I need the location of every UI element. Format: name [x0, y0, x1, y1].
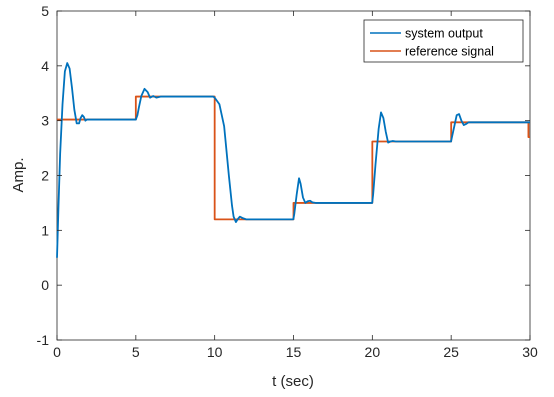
- y-tick-label: 1: [41, 222, 49, 238]
- x-tick-label: 30: [522, 344, 538, 360]
- x-tick-label: 25: [443, 344, 459, 360]
- legend-box: [363, 19, 524, 63]
- y-tick-label: 3: [41, 113, 49, 129]
- x-tick-label: 0: [53, 344, 61, 360]
- legend: system output reference signal: [363, 19, 524, 63]
- x-tick-label: 20: [365, 344, 381, 360]
- y-tick-label: -1: [37, 332, 50, 348]
- series-layer: [56, 62, 530, 258]
- y-tick-label: 0: [41, 277, 49, 293]
- x-tick-label: 10: [207, 344, 223, 360]
- y-tick-label: 2: [41, 168, 49, 184]
- x-tick-label: 15: [286, 344, 302, 360]
- plot-area: [56, 10, 531, 341]
- series-line-system-output: [56, 62, 530, 258]
- legend-label-system-output: system output: [405, 27, 483, 41]
- legend-label-reference-signal: reference signal: [405, 45, 494, 59]
- y-tick-label: 5: [41, 3, 49, 19]
- y-axis-label: Amp.: [10, 157, 27, 192]
- x-tick-label: 5: [132, 344, 140, 360]
- x-axis-label: t (sec): [272, 373, 314, 390]
- y-tick-label: 4: [41, 58, 49, 74]
